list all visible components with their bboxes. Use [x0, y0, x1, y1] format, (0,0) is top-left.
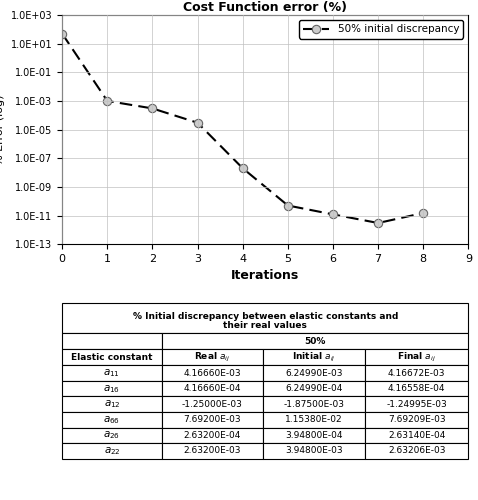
Bar	[162, 366, 263, 381]
Bar	[365, 350, 468, 366]
Text: 2.63200E-03: 2.63200E-03	[184, 446, 241, 456]
Text: 2.63140E-04: 2.63140E-04	[388, 431, 445, 440]
X-axis label: Iterations: Iterations	[231, 270, 299, 282]
Bar	[365, 396, 468, 412]
Y-axis label: % Error (log): % Error (log)	[0, 94, 5, 165]
Bar	[62, 396, 162, 412]
Text: $a_{16}$: $a_{16}$	[103, 383, 120, 394]
Text: 7.69200E-03: 7.69200E-03	[184, 416, 241, 424]
Text: -1.24995E-03: -1.24995E-03	[386, 400, 447, 408]
Bar	[263, 396, 365, 412]
Legend: 50% initial discrepancy: 50% initial discrepancy	[299, 20, 463, 38]
Text: 3.94800E-03: 3.94800E-03	[285, 446, 343, 456]
Text: Final $a_{ij}$: Final $a_{ij}$	[397, 351, 436, 364]
Bar	[162, 396, 263, 412]
Bar	[62, 334, 162, 349]
Text: Elastic constant: Elastic constant	[71, 353, 152, 362]
Bar	[62, 443, 162, 458]
Bar	[62, 412, 162, 428]
Title: Cost Function error (%): Cost Function error (%)	[183, 1, 348, 14]
Bar	[162, 381, 263, 396]
Bar	[62, 428, 162, 443]
Text: $a_{12}$: $a_{12}$	[104, 398, 120, 410]
Text: 7.69209E-03: 7.69209E-03	[388, 416, 445, 424]
Text: $a_{22}$: $a_{22}$	[104, 445, 120, 457]
Bar	[365, 428, 468, 443]
Bar	[162, 334, 468, 349]
Text: % Initial discrepancy between elastic constants and: % Initial discrepancy between elastic co…	[132, 312, 398, 320]
Bar	[365, 381, 468, 396]
Text: -1.87500E-03: -1.87500E-03	[283, 400, 345, 408]
Text: 4.16660E-04: 4.16660E-04	[184, 384, 241, 393]
Bar	[62, 302, 468, 334]
Text: 1.15380E-02: 1.15380E-02	[285, 416, 343, 424]
Text: $a_{26}$: $a_{26}$	[103, 430, 120, 441]
Text: $a_{66}$: $a_{66}$	[103, 414, 120, 426]
Text: their real values: their real values	[223, 321, 307, 330]
Text: Initial $a_{ij}$: Initial $a_{ij}$	[292, 351, 336, 364]
Text: 2.63206E-03: 2.63206E-03	[388, 446, 445, 456]
Bar	[365, 366, 468, 381]
Bar	[62, 350, 162, 366]
Bar	[263, 381, 365, 396]
Bar	[162, 428, 263, 443]
Bar	[263, 428, 365, 443]
Text: 2.63200E-04: 2.63200E-04	[184, 431, 241, 440]
Text: $a_{11}$: $a_{11}$	[103, 367, 120, 379]
Text: Real $a_{ij}$: Real $a_{ij}$	[194, 351, 231, 364]
Bar	[62, 366, 162, 381]
Bar	[263, 412, 365, 428]
Bar	[62, 381, 162, 396]
Text: 6.24990E-04: 6.24990E-04	[285, 384, 343, 393]
Bar	[263, 350, 365, 366]
Text: 50%: 50%	[304, 337, 326, 346]
Text: 3.94800E-04: 3.94800E-04	[285, 431, 343, 440]
Bar	[365, 443, 468, 458]
Bar	[365, 412, 468, 428]
Text: -1.25000E-03: -1.25000E-03	[182, 400, 243, 408]
Text: 4.16660E-03: 4.16660E-03	[184, 368, 241, 378]
Bar	[263, 366, 365, 381]
Bar	[162, 443, 263, 458]
Text: 4.16558E-04: 4.16558E-04	[388, 384, 445, 393]
Text: 4.16672E-03: 4.16672E-03	[388, 368, 445, 378]
Bar	[263, 443, 365, 458]
Text: 6.24990E-03: 6.24990E-03	[285, 368, 343, 378]
Bar	[162, 412, 263, 428]
Bar	[162, 350, 263, 366]
